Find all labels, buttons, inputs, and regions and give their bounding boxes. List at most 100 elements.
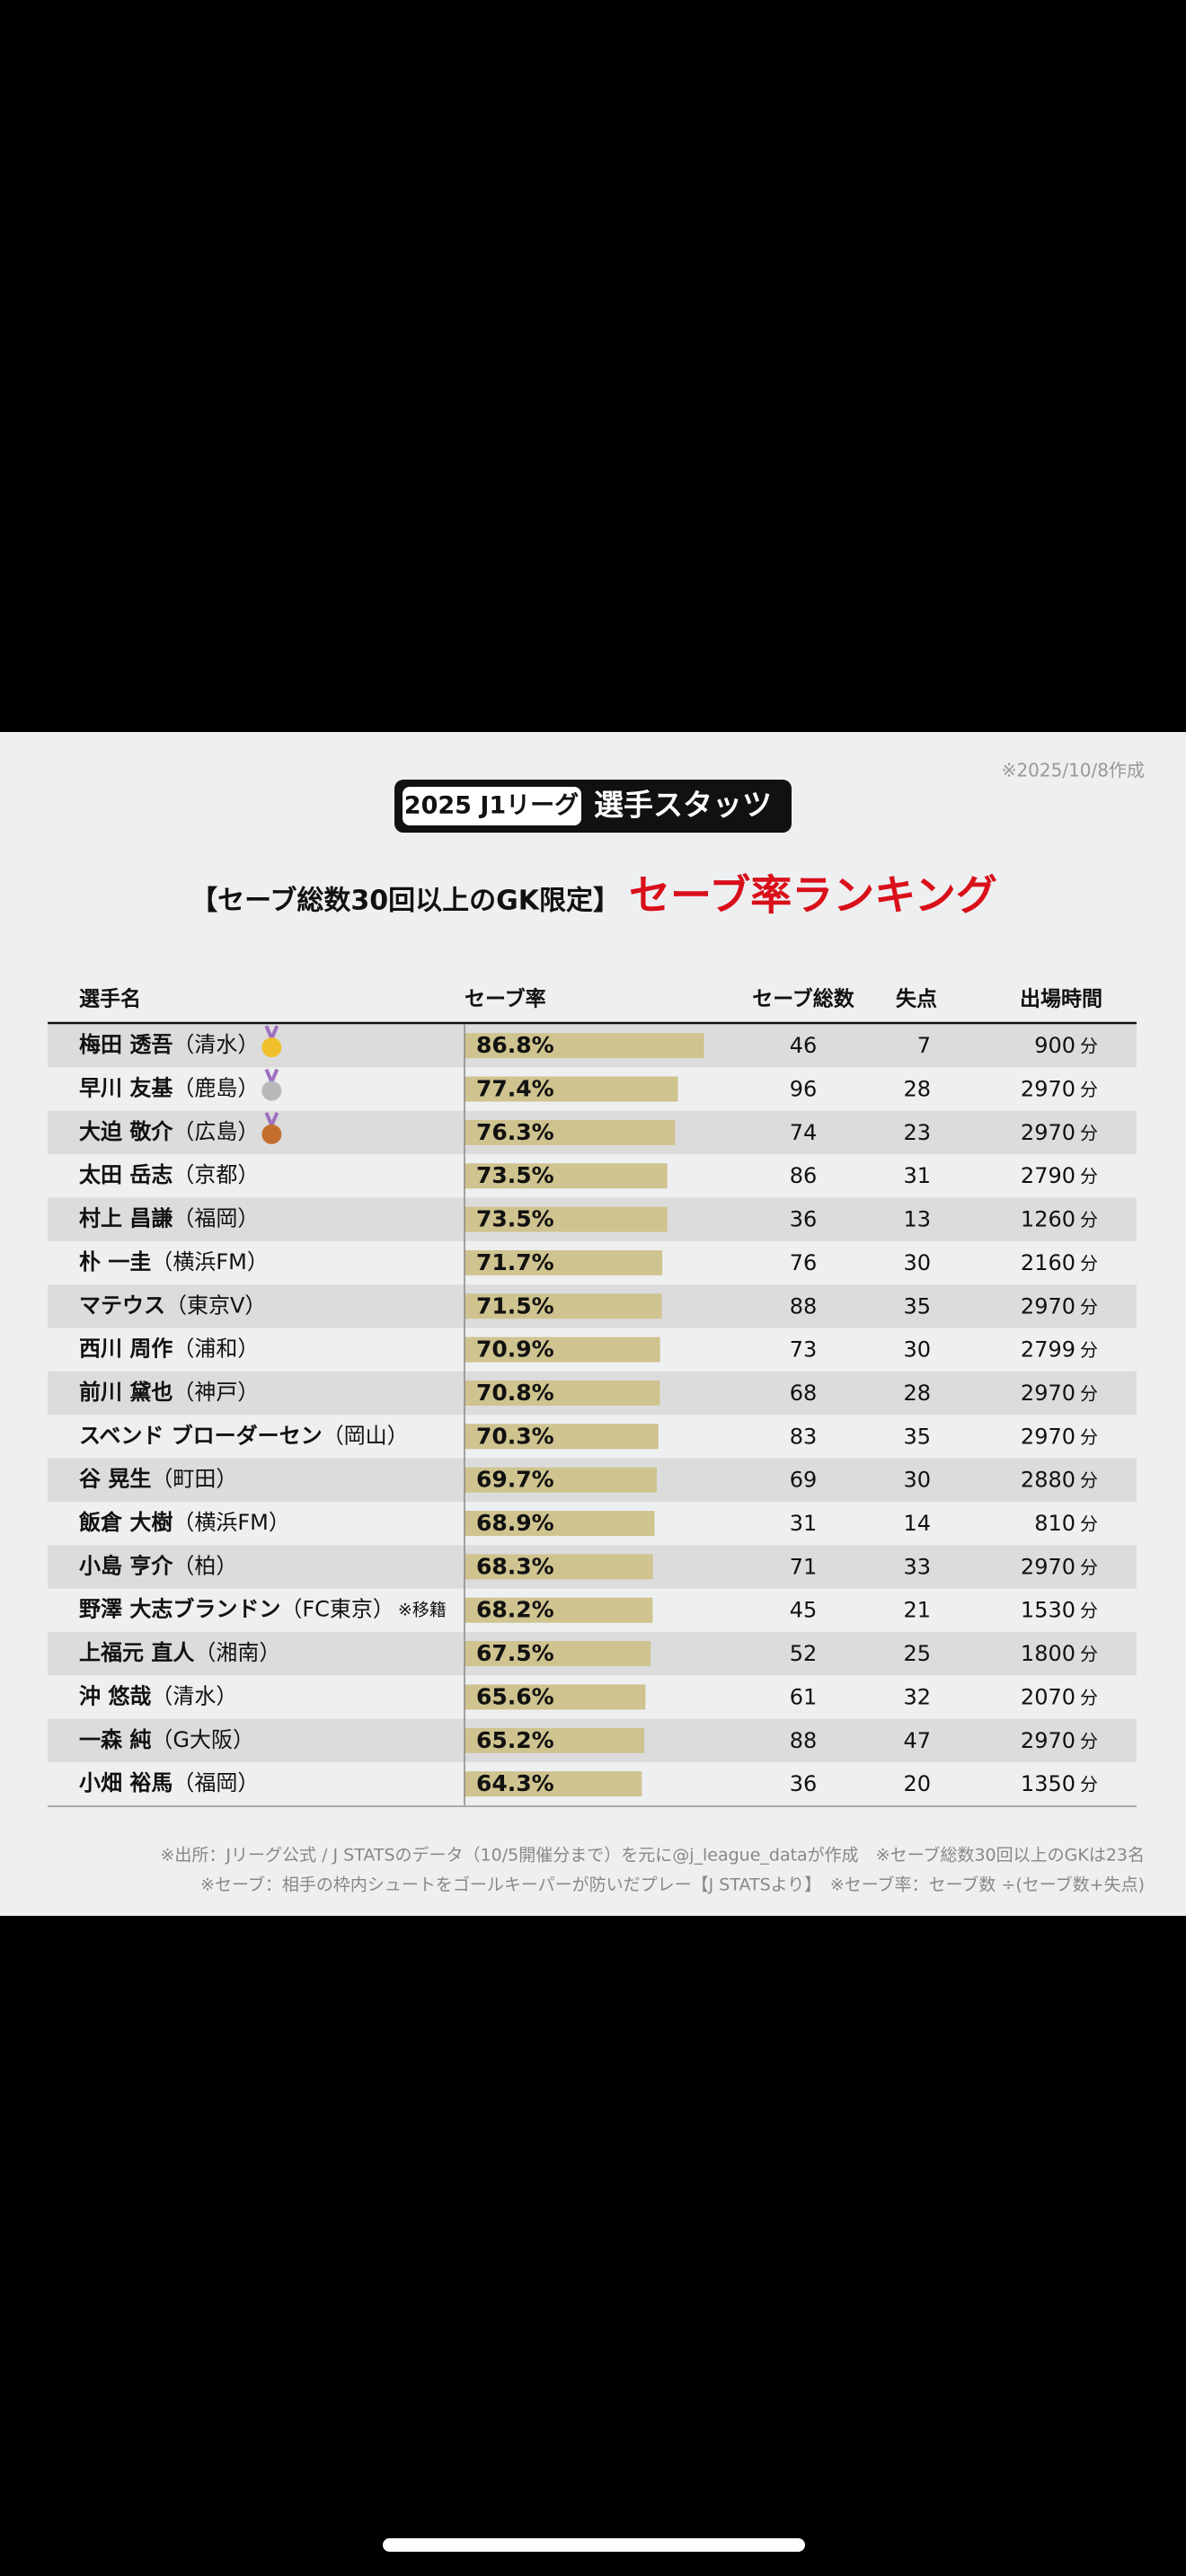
minutes-unit: 分 [1080, 1079, 1098, 1100]
bar [465, 1380, 660, 1406]
minutes-unit: 分 [1080, 1730, 1098, 1751]
goals: 25 [903, 1641, 931, 1666]
team: （横浜FM） [173, 1510, 290, 1535]
player-name: 西川 周作 [79, 1337, 173, 1362]
team: （広島） [173, 1119, 259, 1144]
rate-label: 77.4% [476, 1076, 554, 1102]
minutes-unit: 分 [1080, 1774, 1098, 1795]
badge-pill [403, 787, 581, 825]
minutes: 2970 [1021, 1554, 1075, 1579]
player: 早川 友基（鹿島） [79, 1076, 259, 1101]
bar [465, 1467, 657, 1493]
bar [465, 1163, 668, 1189]
minutes: 2970 [1021, 1293, 1075, 1319]
player: 小島 亨介（柏） [79, 1553, 237, 1578]
minutes-unit: 分 [1080, 1644, 1098, 1665]
minutes: 1530 [1021, 1598, 1075, 1623]
goals: 28 [903, 1077, 931, 1102]
minutes: 2970 [1021, 1728, 1075, 1753]
note: ※移籍 [398, 1600, 447, 1619]
player: マテウス（東京V） [79, 1292, 266, 1318]
date-note: ※2025/10/8作成 [1002, 760, 1145, 781]
saves: 52 [790, 1641, 818, 1666]
minutes: 2970 [1021, 1120, 1075, 1145]
goals: 31 [903, 1163, 931, 1188]
minutes: 2970 [1021, 1077, 1075, 1102]
footer-note: ※出所：Jリーグ公式 / J STATSのデータ（10/5開催分まで）を元に@j… [161, 1845, 1146, 1866]
team: （横浜FM） [151, 1249, 269, 1275]
player-name: 一森 純 [79, 1727, 151, 1752]
minutes-unit: 分 [1080, 1296, 1098, 1318]
rate-label: 76.3% [476, 1119, 554, 1145]
rate-label: 67.5% [476, 1640, 554, 1666]
rate-label: 65.2% [476, 1727, 554, 1753]
medal [261, 1081, 282, 1101]
player: スベンド ブローダーセン（岡山） [79, 1423, 409, 1448]
goals: 23 [903, 1120, 931, 1145]
player-name: 前川 黛也 [79, 1380, 173, 1405]
player-name: マテウス [79, 1292, 165, 1318]
bar [465, 1511, 655, 1537]
player: 西川 周作（浦和） [79, 1337, 259, 1362]
team: （清水） [151, 1683, 237, 1708]
player: 谷 晃生（町田） [79, 1467, 237, 1492]
bar [465, 1119, 676, 1145]
player-name: 村上 昌謙 [79, 1206, 173, 1231]
rate-label: 68.3% [476, 1553, 554, 1579]
saves: 88 [790, 1728, 818, 1753]
goals: 32 [903, 1684, 931, 1709]
player: 太田 岳志（京都） [79, 1162, 259, 1187]
player-name: 谷 晃生 [79, 1467, 151, 1492]
rate-label: 73.5% [476, 1206, 554, 1232]
minutes: 2970 [1021, 1381, 1075, 1406]
saves: 31 [790, 1511, 818, 1536]
minutes: 1800 [1021, 1641, 1075, 1666]
bar [465, 1554, 653, 1580]
minutes: 810 [1034, 1511, 1075, 1536]
table-body: 梅田 透吾（清水） 86.8% 46 7 900 分早川 友基（鹿島） 77.4% 96 28 2… [48, 1024, 1137, 1797]
column-header: 選手名 [79, 987, 141, 1011]
player-name: 上福元 直人 [79, 1640, 194, 1665]
bar [465, 1076, 678, 1102]
rate-label: 69.7% [476, 1467, 554, 1493]
goals: 14 [903, 1511, 931, 1536]
team: （福岡） [173, 1206, 259, 1231]
player: 小畑 裕馬（福岡） [79, 1770, 259, 1795]
player-name: 飯倉 大樹 [78, 1510, 173, 1535]
player-name: 梅田 透吾 [79, 1032, 173, 1057]
minutes-unit: 分 [1080, 1687, 1098, 1708]
rate-label: 71.5% [476, 1292, 554, 1319]
player: 大迫 敬介（広島） [79, 1119, 259, 1144]
column-header: 失点 [896, 988, 937, 1011]
saves: 76 [790, 1250, 818, 1275]
player-name: 沖 悠哉 [79, 1683, 151, 1708]
minutes: 900 [1034, 1033, 1075, 1058]
goals: 30 [903, 1337, 931, 1363]
subtitle: 【セーブ総数30回以上のGK限定】 [190, 886, 620, 917]
bar [465, 1249, 663, 1275]
player-name: 早川 友基 [79, 1076, 173, 1101]
goals: 33 [903, 1554, 931, 1579]
bar [465, 1727, 645, 1753]
minutes-unit: 分 [1080, 1382, 1098, 1404]
goals: 35 [903, 1424, 931, 1449]
bar [465, 1641, 651, 1667]
player-name: 大迫 敬介 [79, 1119, 173, 1144]
medal [261, 1124, 282, 1144]
saves: 46 [790, 1033, 818, 1058]
column-header: セーブ総数 [752, 987, 855, 1011]
minutes: 2790 [1021, 1163, 1075, 1188]
player: 前川 黛也（神戸） [79, 1380, 259, 1405]
title: セーブ率ランキング [629, 871, 997, 920]
goals: 28 [903, 1381, 931, 1406]
goals: 47 [903, 1728, 931, 1753]
player-name: 小島 亨介 [79, 1553, 173, 1578]
team: （浦和） [173, 1337, 259, 1362]
saves: 71 [790, 1554, 818, 1579]
player-name: 野澤 大志ブランドン [79, 1597, 280, 1622]
saves: 68 [790, 1381, 818, 1406]
player-name: 太田 岳志 [79, 1162, 173, 1187]
minutes: 2880 [1021, 1468, 1075, 1493]
team: （FC東京） [280, 1597, 394, 1622]
